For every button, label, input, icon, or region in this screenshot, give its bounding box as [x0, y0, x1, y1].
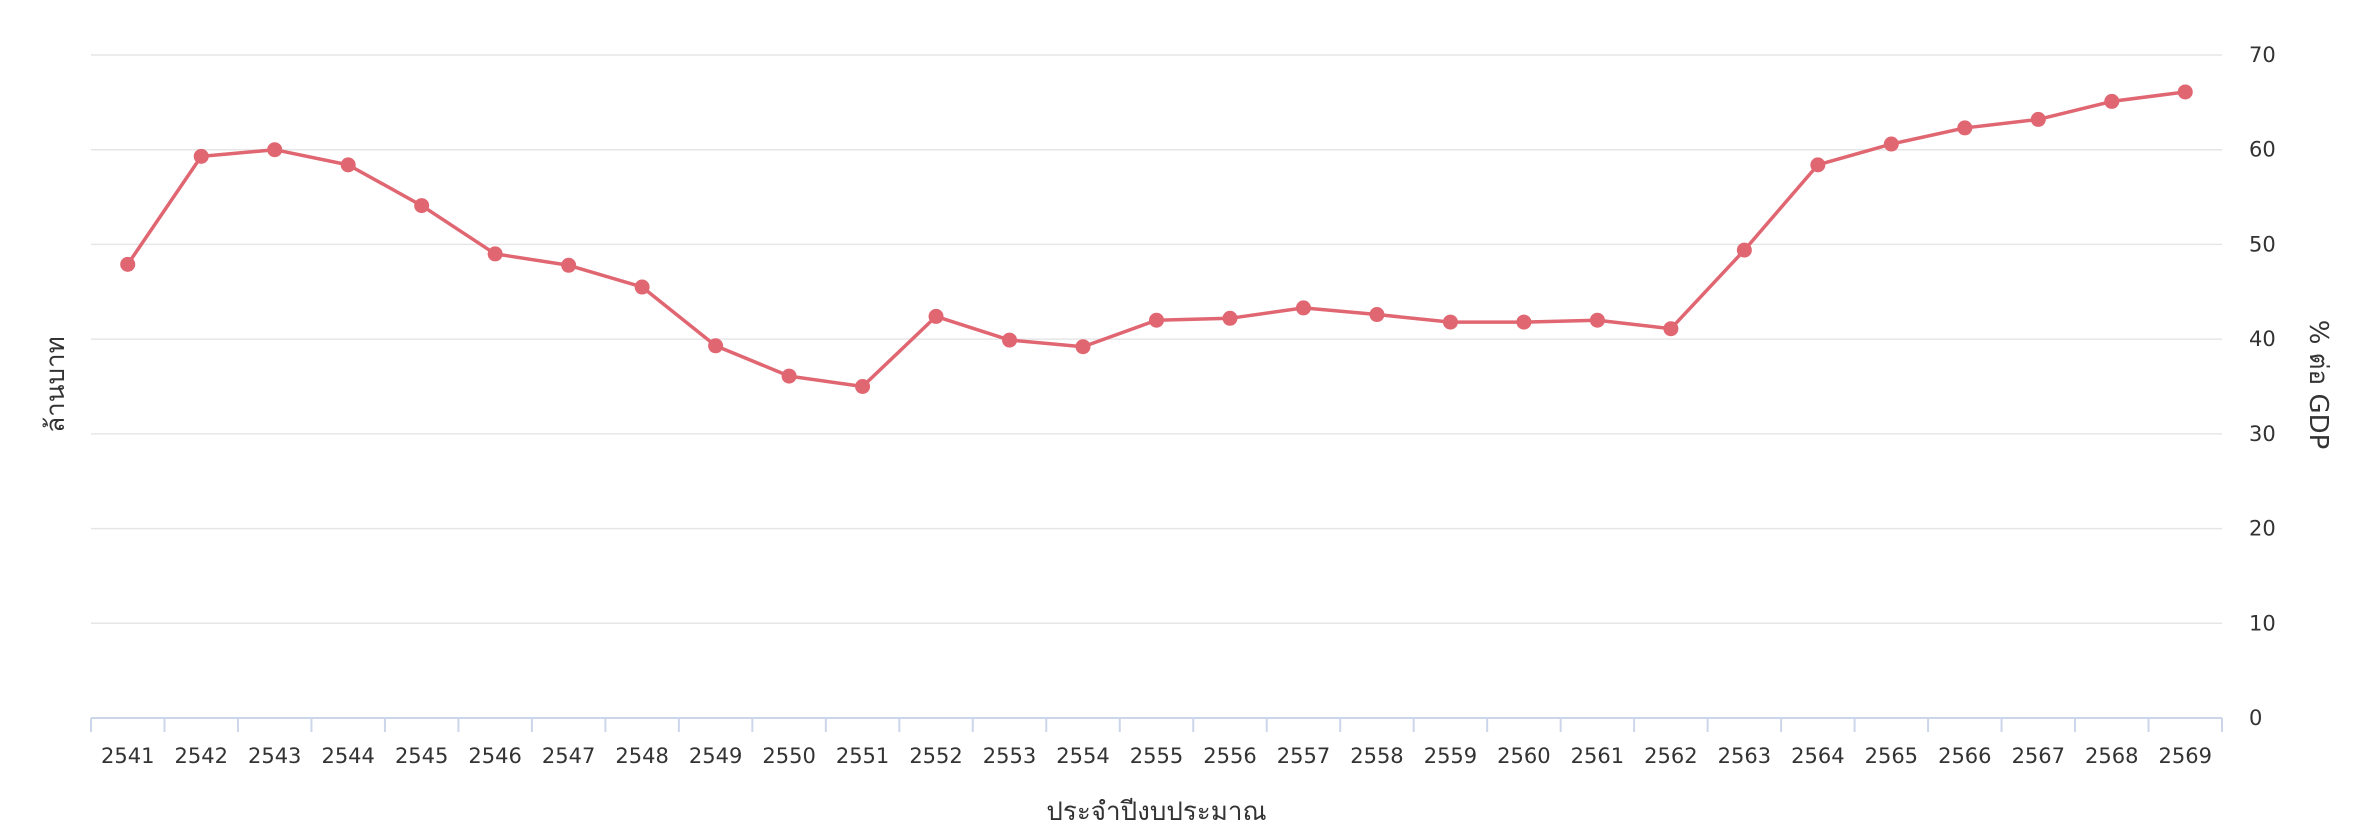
data-point[interactable] [1369, 307, 1385, 323]
x-tick-label: 2559 [1424, 744, 1477, 768]
x-tick-label: 2564 [1791, 744, 1844, 768]
data-point[interactable] [1810, 157, 1826, 173]
data-point[interactable] [561, 257, 577, 273]
x-tick-label: 2566 [1938, 744, 1991, 768]
data-points [120, 84, 2193, 394]
data-point[interactable] [2030, 111, 2046, 127]
grid-lines [91, 54, 2222, 625]
data-point[interactable] [1442, 314, 1458, 330]
data-point[interactable] [634, 279, 650, 295]
x-tick-label: 2563 [1718, 744, 1771, 768]
data-point[interactable] [1957, 120, 1973, 136]
x-tick-label: 2556 [1203, 744, 1256, 768]
x-tick-label: 2567 [2012, 744, 2065, 768]
x-tick-label: 2541 [101, 744, 154, 768]
x-tick-label: 2565 [1865, 744, 1918, 768]
data-point[interactable] [855, 379, 871, 394]
y-axis-left-title: ล้านบาท [41, 336, 71, 433]
y-tick-label: 0 [2249, 706, 2262, 730]
x-tick-label: 2562 [1644, 744, 1697, 768]
x-tick-label: 2555 [1130, 744, 1183, 768]
data-point[interactable] [193, 148, 209, 164]
x-tick-label: 2569 [2159, 744, 2212, 768]
data-point[interactable] [414, 198, 430, 214]
x-tick-label: 2558 [1350, 744, 1403, 768]
x-tick-label: 2554 [1056, 744, 1109, 768]
y-tick-label: 10 [2249, 611, 2276, 635]
data-point[interactable] [340, 157, 356, 173]
x-tick-label: 2550 [762, 744, 815, 768]
data-point[interactable] [1222, 310, 1238, 326]
y-tick-label: 20 [2249, 517, 2276, 541]
x-tick-label: 2548 [615, 744, 668, 768]
x-tick-label: 2553 [983, 744, 1036, 768]
x-tick-label: 2551 [836, 744, 889, 768]
data-point[interactable] [1295, 300, 1311, 316]
y-tick-label: 40 [2249, 327, 2276, 351]
x-tick-label: 2557 [1277, 744, 1330, 768]
data-point[interactable] [267, 142, 283, 158]
x-tick-label: 2549 [689, 744, 742, 768]
x-tick-label: 2568 [2085, 744, 2138, 768]
y-tick-label: 30 [2249, 422, 2276, 446]
data-point[interactable] [781, 368, 797, 384]
data-point[interactable] [1663, 321, 1679, 337]
x-tick-label: 2545 [395, 744, 448, 768]
series-line-path [125, 90, 2188, 389]
x-tick-label: 2542 [174, 744, 227, 768]
y-axis-right-title: % ต่อ GDP [2303, 320, 2333, 450]
data-point[interactable] [1516, 314, 1532, 330]
x-tick-label: 2561 [1571, 744, 1624, 768]
y-axis-right: 0 10 20 30 40 50 60 70 [2249, 43, 2276, 730]
x-tick-label: 2546 [468, 744, 521, 768]
data-point[interactable] [1002, 332, 1018, 348]
x-axis [90, 717, 2223, 732]
x-tick-label: 2552 [909, 744, 962, 768]
y-tick-label: 60 [2249, 138, 2276, 162]
data-point[interactable] [2104, 93, 2120, 109]
data-point[interactable] [708, 338, 724, 354]
data-point[interactable] [120, 256, 136, 272]
data-point[interactable] [2177, 84, 2193, 100]
data-point[interactable] [1736, 242, 1752, 258]
data-point[interactable] [1149, 312, 1164, 328]
data-point[interactable] [487, 246, 503, 262]
series-line [125, 90, 2188, 389]
x-tick-label: 2544 [321, 744, 374, 768]
data-point[interactable] [928, 308, 944, 324]
x-tick-labels: 2541 2542 2543 2544 2545 2546 2547 2548 2549 2550… [101, 744, 2212, 768]
data-point[interactable] [1883, 136, 1899, 152]
x-axis-title: ประจำปีงบประมาณ [1046, 797, 1266, 827]
y-tick-label: 50 [2249, 232, 2276, 256]
x-tick-label: 2543 [248, 744, 301, 768]
x-tick-label: 2560 [1497, 744, 1550, 768]
x-tick-label: 2547 [542, 744, 595, 768]
data-point[interactable] [1589, 312, 1605, 328]
y-tick-label: 70 [2249, 43, 2276, 67]
data-point[interactable] [1075, 339, 1091, 355]
